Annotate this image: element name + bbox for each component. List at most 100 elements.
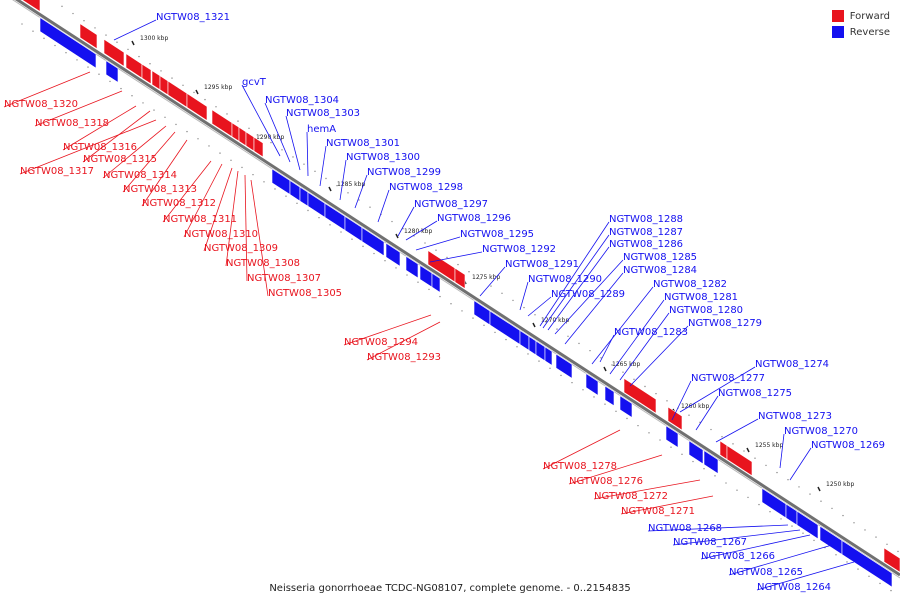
- reverse-gene-label: hemA: [307, 124, 336, 135]
- forward-gene-label: NGTW08_1312: [142, 198, 216, 209]
- leader-line: [241, 84, 281, 157]
- forward-gene: [103, 38, 125, 67]
- reverse-gene-label: NGTW08_1292: [482, 244, 556, 255]
- track-dot: [879, 582, 881, 585]
- leader-line: [102, 125, 167, 179]
- track-dot: [281, 149, 283, 151]
- forward-gene-label: NGTW08_1313: [123, 184, 197, 195]
- track-dot: [76, 59, 78, 61]
- leader-line: [679, 366, 756, 413]
- leader-line: [789, 447, 812, 481]
- track-dot: [252, 173, 254, 176]
- leader-line: [715, 418, 759, 443]
- forward-gene: [454, 267, 466, 290]
- track-dot: [732, 443, 734, 445]
- track-dot: [692, 460, 694, 463]
- track-dot: [369, 206, 371, 208]
- leader-line: [599, 334, 615, 363]
- leader-line: [285, 115, 301, 171]
- track-dot: [329, 224, 331, 226]
- tick-label: 1300 kbp: [140, 35, 168, 42]
- leader-line: [593, 479, 701, 500]
- tick-label: 1275 kbp: [472, 274, 500, 281]
- tick-label: 1280 kbp: [404, 228, 432, 235]
- track-dot: [802, 532, 804, 534]
- reverse-gene-label: NGTW08_1295: [460, 229, 534, 240]
- reverse-gene-label: NGTW08_1296: [437, 213, 511, 224]
- reverse-gene-label: NGTW08_1265: [729, 567, 803, 578]
- track-dot: [468, 271, 470, 273]
- track-dot: [483, 324, 485, 326]
- track-dot: [505, 338, 507, 341]
- reverse-gene-label: NGTW08_1288: [609, 214, 683, 225]
- track-dot: [857, 568, 859, 570]
- leader-line: [250, 179, 269, 297]
- track-dot: [406, 274, 408, 276]
- reverse-gene-label: NGTW08_1264: [757, 582, 831, 593]
- track-dot: [384, 260, 386, 262]
- track-dot: [527, 353, 529, 355]
- legend-reverse-label: Reverse: [849, 26, 890, 38]
- leader-line: [319, 145, 327, 187]
- track-dot: [846, 561, 848, 563]
- reverse-gene: [555, 353, 573, 379]
- track-dot: [831, 507, 833, 510]
- leader-line: [647, 524, 789, 532]
- leader-line: [539, 221, 610, 327]
- track-dot: [736, 489, 738, 491]
- forward-gene-label: NGTW08_1272: [594, 491, 668, 502]
- reverse-gene-label: NGTW08_1285: [623, 252, 697, 263]
- tick-mark: [131, 40, 135, 46]
- forward-gene-label: NGTW08_1293: [367, 352, 441, 363]
- genome-axis-shadow: [12, 0, 900, 579]
- forward-gene: [141, 63, 152, 85]
- forward-gene-label: NGTW08_1314: [103, 170, 177, 181]
- track-dot: [864, 529, 866, 531]
- reverse-gene-label: NGTW08_1266: [701, 551, 775, 562]
- track-dot: [644, 385, 646, 388]
- leader-line: [203, 167, 233, 252]
- track-dot: [175, 123, 177, 126]
- track-dot: [182, 84, 184, 86]
- track-dot: [868, 575, 870, 577]
- reverse-gene-label: NGTW08_1282: [653, 279, 727, 290]
- forward-gene-label: NGTW08_1309: [204, 243, 278, 254]
- leader-line: [183, 163, 223, 238]
- track-dot: [743, 450, 745, 452]
- forward-gene-label: NGTW08_1317: [20, 166, 94, 177]
- track-dot: [391, 220, 393, 223]
- reverse-gene-label: NGTW08_1267: [673, 537, 747, 548]
- track-dot: [659, 439, 661, 441]
- track-dot: [622, 371, 624, 373]
- reverse-gene: [703, 449, 719, 475]
- track-dot: [237, 120, 239, 122]
- track-dot: [285, 195, 287, 197]
- track-dot: [318, 216, 320, 219]
- leader-line: [620, 495, 714, 515]
- leader-line: [542, 234, 610, 329]
- reverse-gene: [39, 17, 97, 69]
- track-dot: [142, 102, 144, 104]
- reverse-gene: [665, 425, 679, 449]
- track-dot: [523, 306, 525, 309]
- track-dot: [556, 328, 558, 330]
- reverse-gene-label: NGTW08_1283: [614, 327, 688, 338]
- track-dot: [226, 113, 228, 115]
- leader-line: [62, 105, 137, 151]
- track-dot: [776, 471, 778, 474]
- track-dot: [428, 288, 430, 291]
- leader-line: [568, 454, 663, 485]
- track-dot: [373, 252, 375, 255]
- track-dot: [263, 181, 265, 183]
- track-dot: [490, 285, 492, 287]
- leader-line: [377, 189, 390, 223]
- leader-line: [244, 174, 248, 282]
- track-dot: [259, 134, 261, 137]
- leader-line: [695, 395, 719, 431]
- leader-line: [728, 544, 833, 576]
- leader-line: [671, 380, 692, 421]
- leader-line: [141, 139, 188, 207]
- leader-line: [264, 102, 291, 163]
- tick-mark: [328, 186, 332, 192]
- track-dot: [516, 346, 518, 348]
